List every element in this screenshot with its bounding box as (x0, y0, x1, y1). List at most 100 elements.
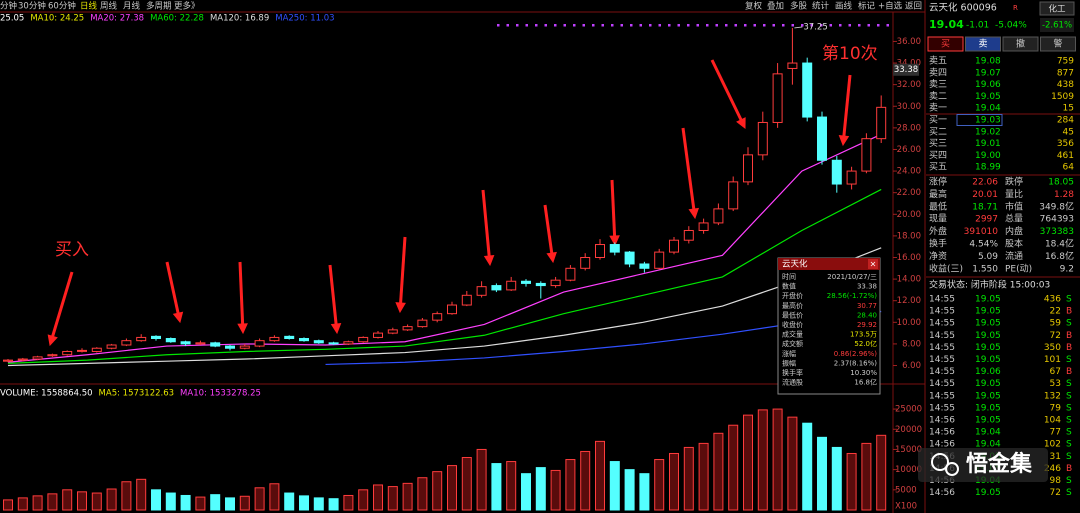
marker-dot (563, 24, 566, 27)
toolbar-button[interactable]: 统计 (812, 1, 830, 12)
candle-body (550, 279, 561, 287)
toolbar-tab[interactable]: 分钟 (0, 1, 17, 12)
toolbar-tab[interactable]: 周线 (100, 1, 118, 12)
volume-bar (254, 487, 265, 511)
marker-dot (801, 24, 804, 27)
trade-time: 14:56 (929, 428, 955, 438)
volume-bar (313, 497, 324, 511)
toolbar-button[interactable]: 画线 (835, 1, 853, 12)
popup-titlebar (778, 258, 880, 270)
candle-body (447, 304, 457, 315)
volume-bar (772, 408, 783, 511)
marker-dot (706, 24, 709, 27)
volume-bar (757, 409, 768, 511)
sector-pct: -2.61% (1042, 21, 1072, 31)
trade-button[interactable] (927, 36, 964, 52)
toolbar-button[interactable]: 返回 (905, 1, 922, 12)
candle-body (225, 345, 235, 349)
candle-body (313, 340, 324, 344)
trade-volume: 104 (1044, 416, 1061, 426)
toolbar-tab[interactable]: 60分钟 (48, 1, 76, 12)
ma-legend: MA120: 16.89 (210, 14, 269, 24)
y-tick-label: 6.00 (902, 361, 921, 371)
stat-value: 5.09 (978, 252, 998, 262)
trade-price: 19.05 (975, 488, 1001, 498)
candle-body (239, 345, 250, 349)
ma-legend: MA60: 22.28 (150, 14, 204, 24)
trade-volume: 132 (1044, 391, 1061, 401)
candle-body (787, 62, 798, 69)
volume-bar (373, 484, 383, 511)
trade-button[interactable] (1040, 36, 1076, 52)
stat-label: 外盘 (929, 225, 947, 237)
popup-label: 最高价 (782, 301, 803, 310)
volume-bar (121, 481, 132, 511)
y-tick-label: 28.00 (897, 123, 921, 133)
watermark-icon (945, 462, 959, 476)
marker-dot (867, 24, 870, 27)
toolbar-button[interactable]: 叠加 (767, 1, 784, 12)
popup-close[interactable] (868, 259, 878, 269)
toolbar-tab[interactable]: 日线 (80, 1, 98, 12)
change-pct: -5.04% (995, 21, 1027, 31)
trade-side: S (1066, 295, 1072, 305)
toolbar-button[interactable]: 复权 (745, 1, 763, 12)
trade-side: B (1066, 307, 1072, 317)
y-tick-label: 22.00 (897, 188, 921, 198)
trade-volume: 77 (1050, 428, 1061, 438)
trade-button-label[interactable]: 卖 (978, 39, 987, 50)
toolbar-tab[interactable]: 多周期 (146, 1, 172, 12)
marker-dot (725, 24, 728, 27)
trade-button-label[interactable]: 警 (1053, 38, 1062, 50)
toolbar-button[interactable]: +自选 (878, 1, 903, 12)
candle-body (269, 336, 280, 342)
popup-value: 2021/10/27/三 (827, 273, 877, 281)
marker-dot (734, 24, 737, 27)
candle-body (343, 341, 354, 345)
toolbar-tab[interactable]: 30分钟 (18, 1, 46, 12)
trade-volume: 72 (1050, 488, 1061, 498)
stat-label: 最高 (929, 188, 947, 200)
marker-dot (573, 24, 576, 27)
y-tick-label: 16.00 (897, 253, 921, 263)
trade-time: 14:55 (929, 319, 955, 329)
arrow-shaft (710, 59, 743, 121)
volume-bar (62, 489, 73, 511)
candle-body (565, 267, 576, 281)
candle-body (402, 326, 413, 331)
arrow-shaft (481, 189, 491, 257)
trade-button-label[interactable]: 买 (941, 39, 950, 50)
trade-button[interactable] (965, 36, 1001, 52)
trade-button-label[interactable]: 撤 (1016, 38, 1025, 50)
toolbar-button[interactable]: 标记 (858, 1, 876, 12)
trade-price: 19.04 (975, 440, 1001, 450)
popup-label: 开盘价 (782, 291, 803, 300)
candle-body (535, 282, 546, 287)
book-label: 买三 (929, 138, 947, 149)
marker-dot (668, 24, 671, 27)
trade-volume: 436 (1044, 295, 1061, 305)
cursor-label: 33.38 (894, 65, 918, 75)
marker-dot (772, 24, 775, 27)
toolbar-tab[interactable]: 更多》 (174, 1, 200, 12)
marker-dot (611, 24, 614, 27)
volume-bar (225, 497, 235, 511)
popup-label: 流通股 (782, 378, 803, 387)
trade-volume: 67 (1050, 367, 1061, 377)
trade-side: B (1066, 464, 1072, 474)
candle-body (639, 263, 650, 269)
popup-value: 28.56(-1.72%) (827, 292, 878, 300)
toolbar-button[interactable]: 多股 (790, 1, 808, 12)
volume-legend: VOLUME: 1558864.50 (0, 389, 93, 399)
book-label: 买二 (929, 126, 947, 137)
trade-button[interactable] (1002, 36, 1039, 52)
toolbar-tab[interactable]: 月线 (123, 1, 141, 12)
marker-dot (630, 24, 633, 27)
arrow-shaft (399, 236, 407, 304)
trade-price: 19.05 (975, 307, 1001, 317)
volume-bar (861, 442, 872, 511)
marker-dot (791, 24, 794, 27)
candle-body (461, 294, 472, 306)
candle-body (17, 358, 28, 361)
